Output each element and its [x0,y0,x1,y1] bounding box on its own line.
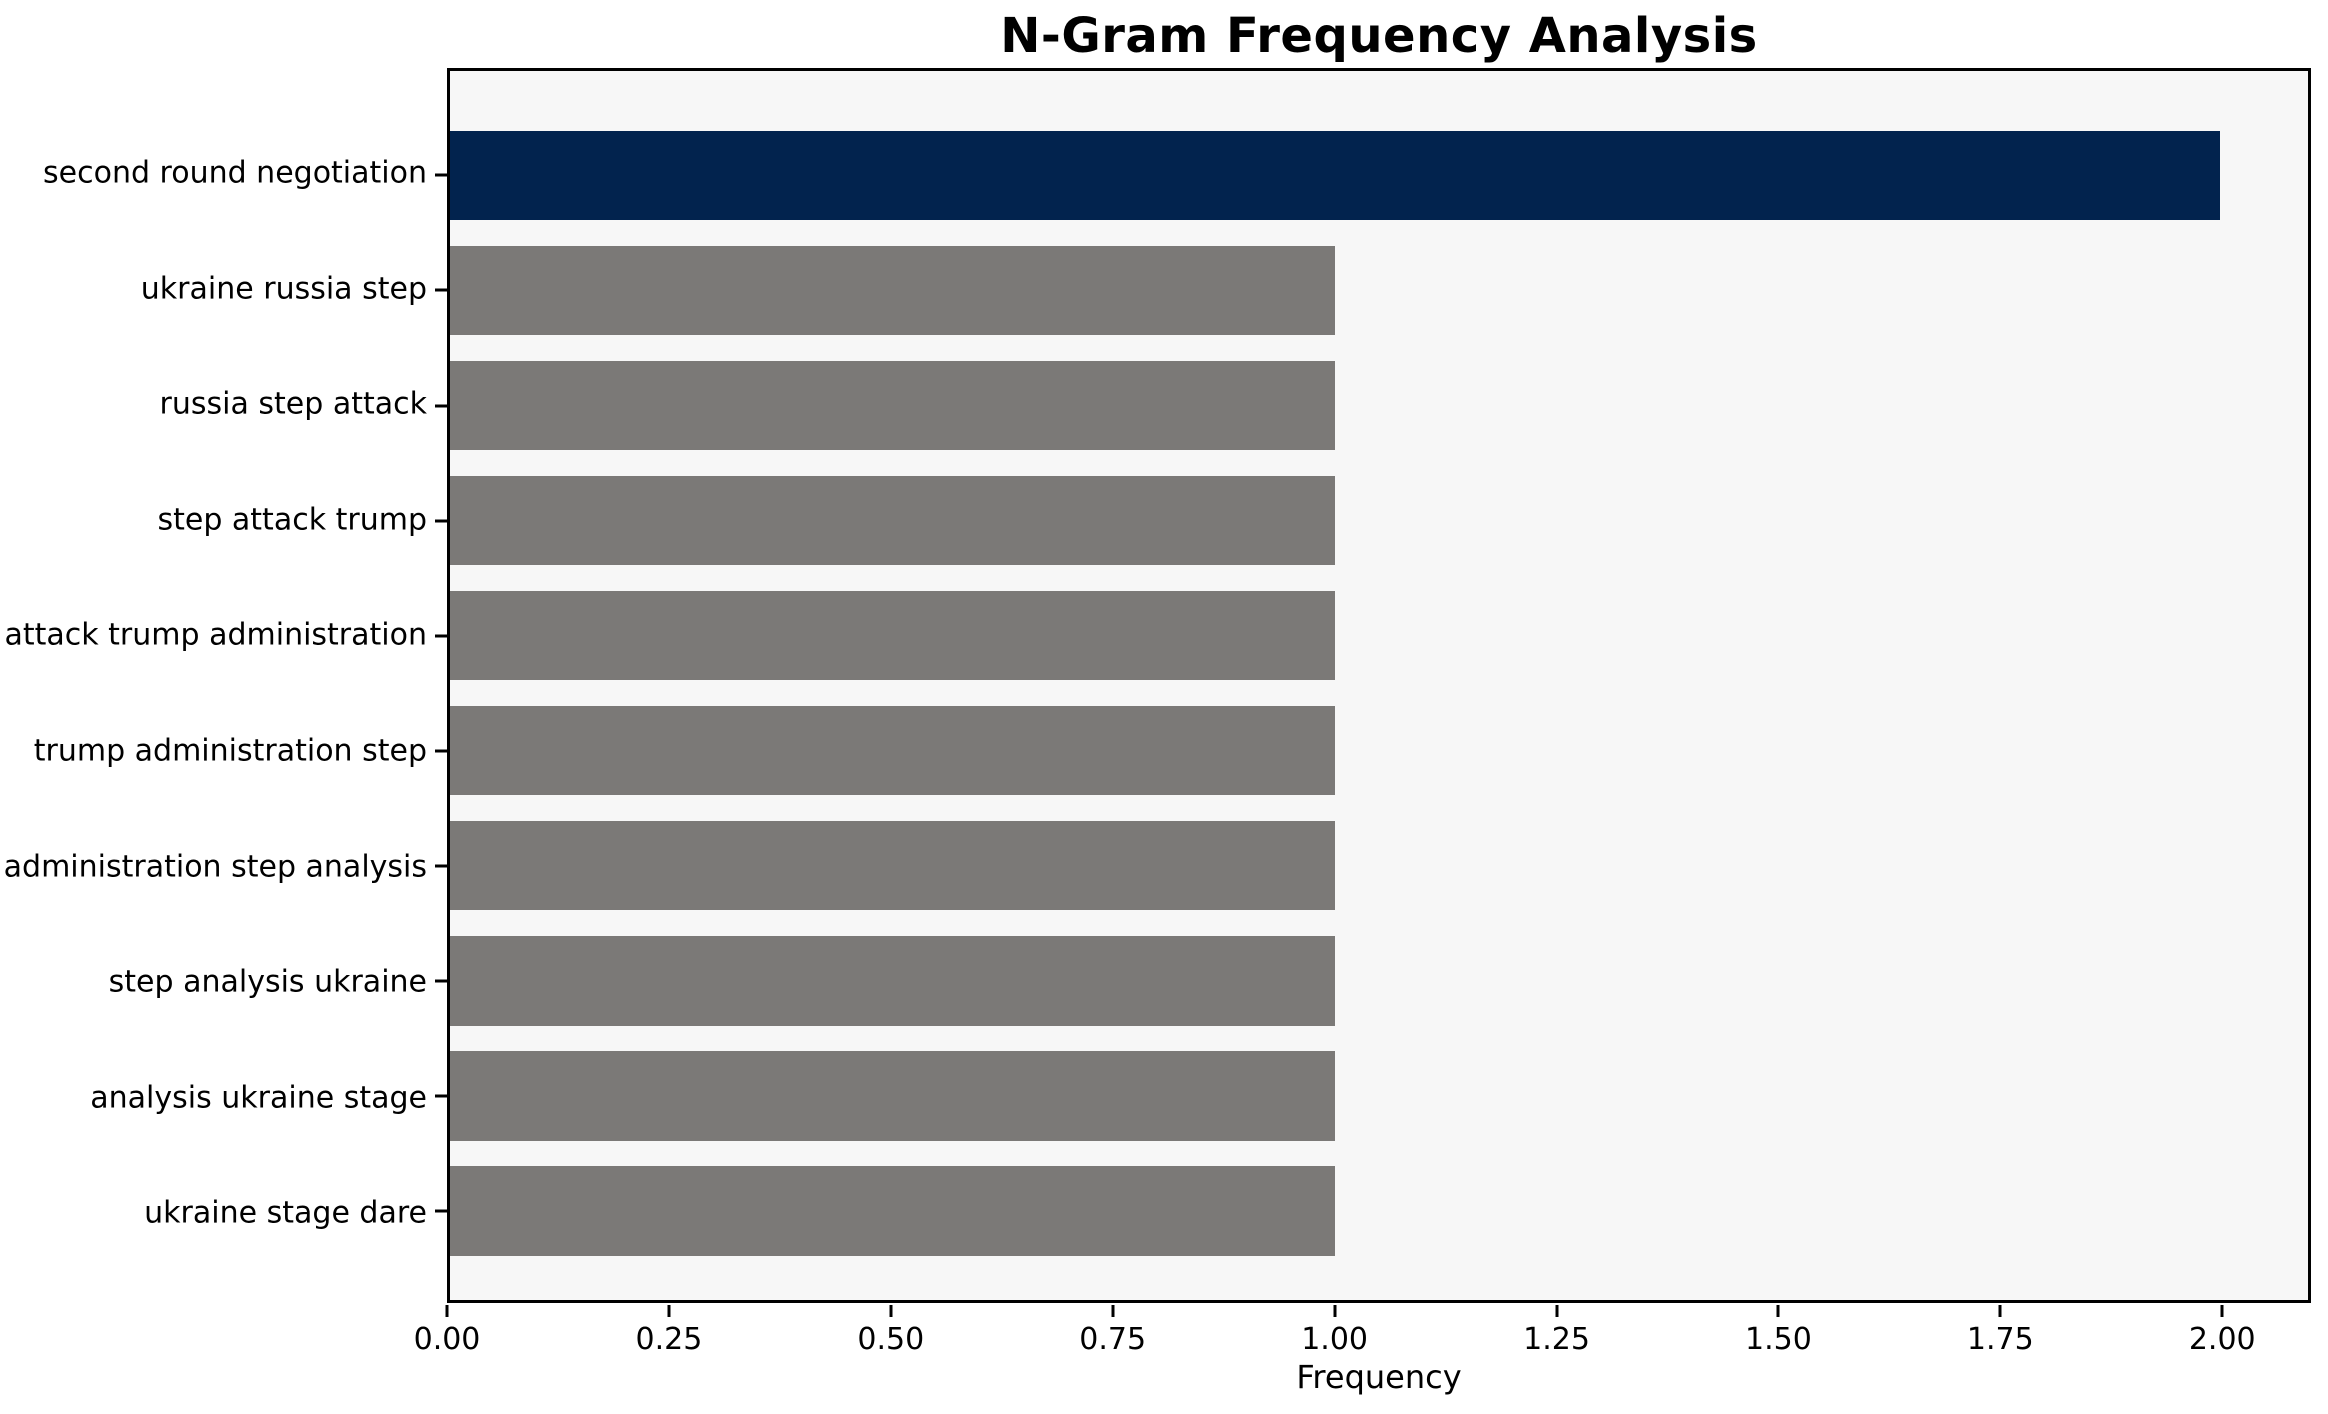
x-tick-label: 0.25 [635,1322,703,1357]
chart-title: N-Gram Frequency Analysis [1000,8,1758,64]
x-tick-label: 1.50 [1745,1322,1812,1357]
x-tick-mark [1111,1305,1115,1317]
y-tick-mark [435,864,447,868]
bar [450,1050,1335,1141]
bar [450,590,1335,681]
y-tick-mark [435,749,447,753]
x-tick-label: 1.25 [1523,1322,1590,1357]
x-tick-label: 0.00 [413,1322,481,1357]
x-tick-mark [889,1305,893,1317]
x-tick-label: 1.75 [1966,1322,2034,1357]
y-tick-label: russia step attack [159,386,427,422]
bar [450,475,1335,566]
y-axis-labels: second round negotiation ukraine russia s… [0,68,427,1303]
y-tick-label: administration step analysis [3,849,427,885]
bar [450,1165,1335,1256]
x-tick-mark [667,1305,671,1317]
bar [450,360,1335,451]
bar [450,935,1335,1026]
y-tick-mark [435,288,447,292]
x-tick-mark [1776,1305,1780,1317]
y-tick-mark [435,979,447,983]
y-tick-mark [435,1094,447,1098]
y-tick-mark [435,173,447,177]
x-tick-label: 1.00 [1301,1322,1369,1357]
y-tick-mark [435,634,447,638]
y-tick-mark [435,519,447,523]
y-tick-mark [435,1209,447,1213]
x-tick-label: 0.50 [857,1322,925,1357]
y-tick-label: step attack trump [157,502,427,538]
bar [450,705,1335,796]
y-tick-label: trump administration step [33,733,427,769]
x-tick-mark [1333,1305,1337,1317]
bar [450,245,1335,336]
y-tick-label: attack trump administration [4,617,427,653]
x-tick-label: 0.75 [1079,1322,1147,1357]
bar [450,130,2220,221]
y-tick-label: second round negotiation [43,155,427,191]
plot-area [435,68,2311,1303]
bar [450,820,1335,911]
y-tick-label: ukraine russia step [140,271,427,307]
x-tick-mark [2220,1305,2224,1317]
y-tick-mark [435,404,447,408]
x-axis-title: Frequency [1296,1358,1462,1396]
x-tick-label: 2.00 [2188,1322,2256,1357]
x-tick-mark [1555,1305,1559,1317]
x-tick-mark [1998,1305,2002,1317]
y-tick-label: analysis ukraine stage [90,1080,427,1116]
y-tick-label: step analysis ukraine [108,964,427,1000]
y-tick-label: ukraine stage dare [144,1195,427,1231]
x-tick-mark [445,1305,449,1317]
